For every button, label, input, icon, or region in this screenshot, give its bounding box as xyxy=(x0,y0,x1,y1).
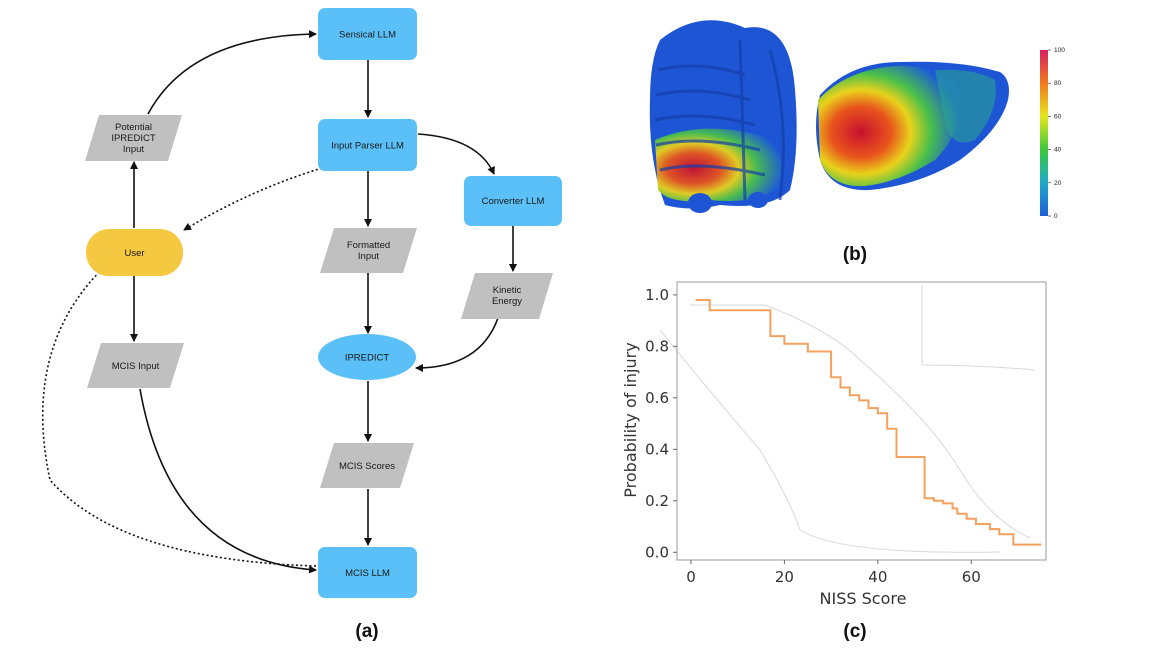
colorbar-tick-label: 80 xyxy=(1054,80,1062,87)
chart-series xyxy=(695,299,1042,546)
node-mcis-scores-label: MCIS Scores xyxy=(339,461,395,472)
y-axis-title: Probability of injury xyxy=(621,342,640,497)
node-mcis-input-label: MCIS Input xyxy=(112,361,160,372)
node-formatted-input: Formatted Input xyxy=(320,228,417,273)
colorbar-tick-label: 0 xyxy=(1054,213,1058,220)
colorbar-tick-label: 60 xyxy=(1054,113,1062,120)
panel-label-a: (a) xyxy=(355,621,378,642)
liver-render xyxy=(816,61,1009,191)
chart-panel: 0 20 40 60 0.0 0.2 0.4 0.6 0.8 1.0 NISS Score Pro… xyxy=(621,281,1047,642)
node-ipredict-label: IPREDICT xyxy=(345,353,390,364)
node-potential-line2: IPREDICT xyxy=(111,133,156,144)
edge-mcis-llm-to-user-dotted xyxy=(41,257,317,567)
edge-potential-to-sensical xyxy=(147,30,317,115)
edge-kinetic-to-ipredict xyxy=(415,317,499,372)
node-mcis-input: MCIS Input xyxy=(87,343,184,388)
node-formatted-line1: Formatted xyxy=(347,240,390,251)
node-user: User xyxy=(86,229,183,276)
node-user-label: User xyxy=(124,248,144,259)
node-converter-llm-label: Converter LLM xyxy=(482,196,545,207)
y-tick-label: 0.6 xyxy=(645,389,669,407)
node-potential-line1: Potential xyxy=(115,122,152,133)
node-kinetic-line1: Kinetic xyxy=(493,285,522,296)
colorbar: 100 80 60 40 20 0 xyxy=(1040,47,1065,220)
heatmap-panel: 100 80 60 40 20 0 (b) xyxy=(649,20,1065,265)
colorbar-tick-label: 20 xyxy=(1054,180,1062,187)
flowchart: Sensical LLM Potential IPREDICT Input In… xyxy=(41,8,562,642)
x-axis-title: NISS Score xyxy=(820,589,907,608)
x-tick-label: 20 xyxy=(775,568,794,586)
y-tick-label: 0.4 xyxy=(645,440,669,458)
node-ipredict: IPREDICT xyxy=(318,334,416,380)
node-mcis-llm: MCIS LLM xyxy=(318,547,417,598)
plot-frame xyxy=(676,281,1047,561)
node-kinetic-line2: Energy xyxy=(492,296,522,307)
y-tick-label: 1.0 xyxy=(645,286,669,304)
y-tick-label: 0.0 xyxy=(645,543,669,561)
edge-parser-to-user-dotted xyxy=(183,167,323,231)
y-tick-label: 0.2 xyxy=(645,492,669,510)
chart-ticks: 0 20 40 60 0.0 0.2 0.4 0.6 0.8 1.0 xyxy=(645,286,981,586)
series-line xyxy=(695,299,1042,546)
node-sensical-llm: Sensical LLM xyxy=(318,8,417,60)
edge-mcis-input-to-mcis-llm xyxy=(139,388,317,574)
node-mcis-scores: MCIS Scores xyxy=(320,443,414,488)
node-kinetic-energy: Kinetic Energy xyxy=(461,273,553,319)
node-input-parser-llm: Input Parser LLM xyxy=(318,119,417,171)
confidence-band-outline xyxy=(659,285,1036,553)
panel-label-c: (c) xyxy=(843,621,866,642)
node-sensical-llm-label: Sensical LLM xyxy=(339,30,396,41)
panel-label-b: (b) xyxy=(843,244,867,265)
node-mcis-llm-label: MCIS LLM xyxy=(345,568,390,579)
x-tick-label: 60 xyxy=(962,568,981,586)
colorbar-tick-label: 40 xyxy=(1054,147,1062,154)
node-converter-llm: Converter LLM xyxy=(464,176,562,226)
node-formatted-line2: Input xyxy=(358,251,379,262)
node-input-parser-llm-label: Input Parser LLM xyxy=(331,141,404,152)
edge-parser-to-converter xyxy=(417,133,495,175)
node-potential-ipredict-input: Potential IPREDICT Input xyxy=(85,115,182,161)
node-potential-line3: Input xyxy=(123,144,144,155)
x-tick-label: 40 xyxy=(868,568,887,586)
colorbar-tick-label: 100 xyxy=(1054,47,1065,54)
x-tick-label: 0 xyxy=(686,568,696,586)
y-tick-label: 0.8 xyxy=(645,337,669,355)
ribcage-render xyxy=(649,20,797,213)
